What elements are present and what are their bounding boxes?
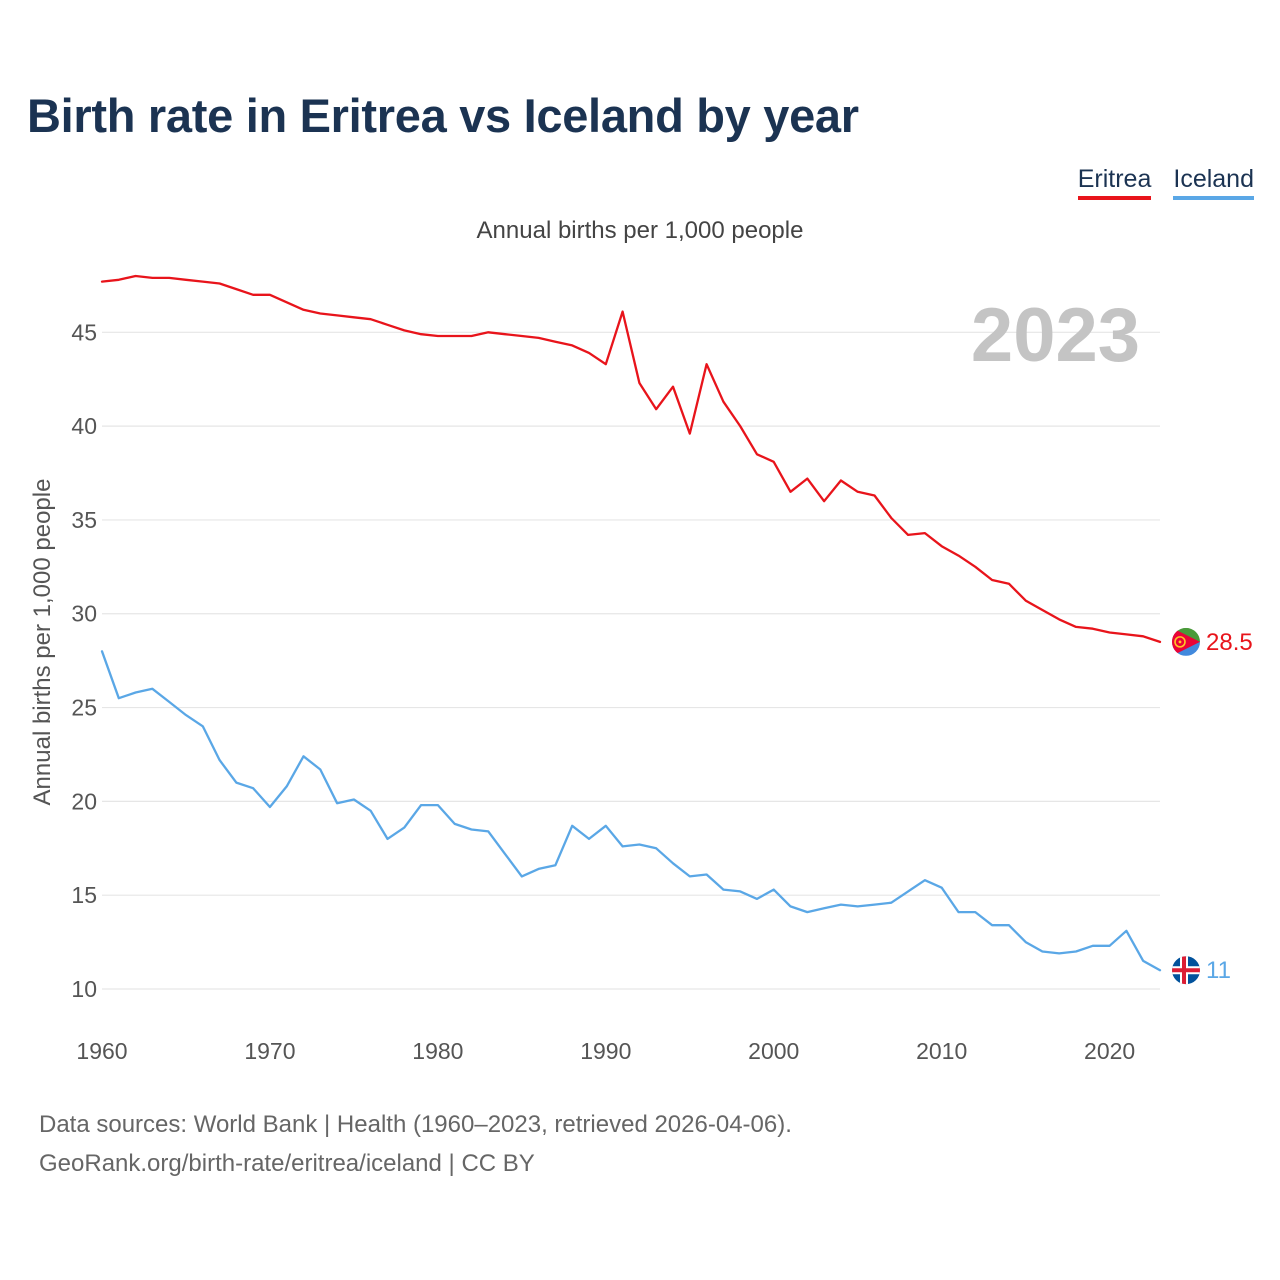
series-lines (100, 274, 1162, 972)
legend-item-iceland[interactable]: Iceland (1173, 165, 1254, 200)
legend-item-eritrea[interactable]: Eritrea (1077, 165, 1152, 200)
y-tick-45: 45 (71, 319, 97, 345)
footer-sources: Data sources: World Bank | Health (1960–… (39, 1111, 792, 1138)
x-tick-2000: 2000 (748, 1038, 799, 1064)
iceland-flag-icon (1172, 956, 1200, 985)
series-line-eritrea (100, 274, 1162, 644)
chart-legend: Eritrea Iceland (1077, 165, 1254, 200)
y-tick-10: 10 (71, 976, 97, 1002)
y-tick-15: 15 (71, 882, 97, 908)
y-axis-ticks: 10 15 20 25 30 35 40 45 (71, 319, 97, 1002)
year-watermark: 2023 (971, 293, 1140, 378)
x-tick-2020: 2020 (1084, 1038, 1135, 1064)
x-tick-1970: 1970 (244, 1038, 295, 1064)
line-chart: 10 15 20 25 30 35 40 45 1960 1970 1980 1990 2000 201… (29, 274, 1253, 1064)
x-tick-1990: 1990 (580, 1038, 631, 1064)
y-tick-40: 40 (71, 413, 97, 439)
end-value-iceland: 11 (1206, 957, 1231, 984)
series-line-iceland (100, 650, 1162, 972)
x-tick-2010: 2010 (916, 1038, 967, 1064)
eritrea-flag-icon (1172, 627, 1200, 656)
y-tick-25: 25 (71, 695, 97, 721)
end-value-eritrea: 28.5 (1206, 629, 1253, 656)
y-tick-20: 20 (71, 788, 97, 814)
x-axis-ticks: 1960 1970 1980 1990 2000 2010 2020 (76, 1038, 1135, 1064)
y-axis-label: Annual births per 1,000 people (29, 479, 56, 806)
gridlines (102, 331, 1160, 990)
footer-attribution: GeoRank.org/birth-rate/eritrea/iceland |… (39, 1150, 535, 1177)
x-tick-1980: 1980 (412, 1038, 463, 1064)
x-tick-1960: 1960 (76, 1038, 127, 1064)
chart-title: Birth rate in Eritrea vs Iceland by year (27, 89, 859, 142)
chart-footer: Data sources: World Bank | Health (1960–… (39, 1105, 792, 1183)
y-tick-30: 30 (71, 601, 97, 627)
chart-subtitle: Annual births per 1,000 people (476, 217, 804, 244)
y-tick-35: 35 (71, 507, 97, 533)
